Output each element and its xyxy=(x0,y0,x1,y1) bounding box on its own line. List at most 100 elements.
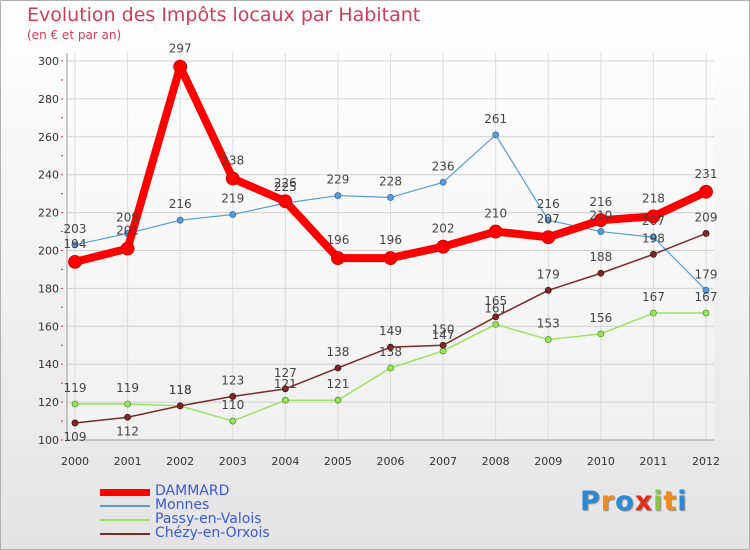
legend-swatch xyxy=(100,488,150,496)
data-label-passy-en-valois: 118 xyxy=(169,383,192,397)
data-point-ch-zy-en-orxois xyxy=(650,250,657,258)
data-point-passy-en-valois xyxy=(597,330,605,338)
data-point-monnes xyxy=(71,241,79,249)
data-point-dammard xyxy=(68,254,82,269)
legend-label: Passy-en-Valois xyxy=(155,511,262,527)
x-tick-label: 2007 xyxy=(429,455,457,468)
data-label-passy-en-valois: 119 xyxy=(64,381,87,395)
x-tick-label: 2001 xyxy=(114,455,142,468)
data-point-dammard xyxy=(383,251,398,265)
data-label-dammard: 231 xyxy=(695,167,718,181)
data-point-ch-zy-en-orxois xyxy=(597,269,605,277)
legend-swatch xyxy=(100,519,150,521)
data-label-dammard: 196 xyxy=(379,233,402,247)
data-point-passy-en-valois xyxy=(334,396,342,404)
data-point-monnes xyxy=(334,192,342,199)
x-tick-label: 2003 xyxy=(219,455,247,468)
data-point-monnes xyxy=(492,131,500,139)
data-point-passy-en-valois xyxy=(492,321,500,328)
legend-label: Chézy-en-Orxois xyxy=(155,525,270,541)
data-point-dammard xyxy=(120,241,135,256)
data-label-dammard: 216 xyxy=(589,195,612,209)
data-label-passy-en-valois: 138 xyxy=(379,345,402,359)
data-label-dammard: 238 xyxy=(221,153,244,167)
data-label-passy-en-valois: 167 xyxy=(695,290,718,304)
data-point-dammard xyxy=(541,230,556,245)
data-label-monnes: 210 xyxy=(589,209,612,223)
data-point-monnes xyxy=(229,211,237,218)
data-label-monnes: 216 xyxy=(537,197,560,211)
data-label-monnes: 228 xyxy=(379,174,402,188)
data-point-monnes xyxy=(597,228,605,235)
data-label-passy-en-valois: 156 xyxy=(589,311,612,325)
y-tick-label: 120 xyxy=(38,396,59,409)
data-label-dammard: 196 xyxy=(326,233,349,247)
data-point-dammard xyxy=(278,194,293,209)
x-tick-label: 2004 xyxy=(271,455,299,468)
data-point-passy-en-valois xyxy=(281,396,289,404)
data-point-passy-en-valois xyxy=(387,364,394,372)
data-point-ch-zy-en-orxois xyxy=(71,419,79,427)
data-label-monnes: 219 xyxy=(221,191,244,205)
data-point-passy-en-valois xyxy=(702,309,710,317)
data-point-ch-zy-en-orxois xyxy=(544,286,552,294)
data-label-passy-en-valois: 147 xyxy=(432,328,455,342)
y-tick-label: 140 xyxy=(38,358,59,371)
data-label-monnes: 209 xyxy=(116,210,139,224)
chart-subtitle: (en € et par an) xyxy=(27,28,122,42)
data-point-monnes xyxy=(650,233,657,241)
data-label-ch-zy-en-orxois: 165 xyxy=(484,294,507,308)
legend-label: DAMMARD xyxy=(155,483,230,499)
data-label-dammard: 202 xyxy=(432,222,455,236)
legend-swatch xyxy=(100,533,150,535)
data-point-ch-zy-en-orxois xyxy=(124,413,131,421)
data-point-monnes xyxy=(439,178,447,186)
data-label-ch-zy-en-orxois: 123 xyxy=(221,373,244,387)
y-tick-label: 220 xyxy=(38,207,59,220)
data-label-dammard: 194 xyxy=(64,237,87,251)
data-label-monnes: 261 xyxy=(484,112,507,126)
data-label-dammard: 207 xyxy=(537,212,560,226)
data-label-ch-zy-en-orxois: 188 xyxy=(589,250,612,264)
data-point-ch-zy-en-orxois xyxy=(439,341,447,349)
data-point-passy-en-valois xyxy=(544,336,552,343)
chart-title: Evolution des Impôts locaux par Habitant xyxy=(27,4,421,26)
data-point-ch-zy-en-orxois xyxy=(334,364,342,372)
data-point-passy-en-valois xyxy=(124,400,131,408)
data-label-monnes: 225 xyxy=(274,180,297,194)
x-tick-label: 2010 xyxy=(587,455,615,468)
x-tick-label: 2009 xyxy=(534,455,562,468)
data-point-dammard xyxy=(225,171,240,186)
data-label-ch-zy-en-orxois: 209 xyxy=(695,210,718,224)
data-point-passy-en-valois xyxy=(439,347,447,355)
data-point-dammard xyxy=(593,213,608,228)
data-label-monnes: 229 xyxy=(326,173,349,187)
data-point-ch-zy-en-orxois xyxy=(281,385,289,393)
data-label-ch-zy-en-orxois: 138 xyxy=(326,345,349,359)
data-point-dammard xyxy=(646,209,661,224)
x-tick-label: 2002 xyxy=(166,455,194,468)
data-label-dammard: 297 xyxy=(169,42,192,56)
y-tick-label: 260 xyxy=(38,131,59,144)
y-tick-label: 200 xyxy=(38,245,59,258)
y-tick-label: 240 xyxy=(38,169,59,182)
data-point-ch-zy-en-orxois xyxy=(492,313,500,321)
x-tick-label: 2000 xyxy=(61,455,89,468)
data-label-ch-zy-en-orxois: 198 xyxy=(642,231,665,245)
data-label-ch-zy-en-orxois: 118 xyxy=(169,383,192,397)
x-tick-label: 2005 xyxy=(324,455,352,468)
data-label-monnes: 236 xyxy=(432,159,455,173)
data-label-dammard: 201 xyxy=(116,224,139,238)
data-point-monnes xyxy=(176,216,184,224)
data-label-dammard: 226 xyxy=(274,176,297,190)
y-tick-label: 300 xyxy=(38,55,59,68)
data-label-ch-zy-en-orxois: 112 xyxy=(116,424,139,438)
data-label-passy-en-valois: 161 xyxy=(484,301,507,315)
data-label-ch-zy-en-orxois: 149 xyxy=(379,324,402,338)
legend-label: Monnes xyxy=(155,497,210,513)
data-label-ch-zy-en-orxois: 179 xyxy=(537,267,560,281)
data-label-passy-en-valois: 167 xyxy=(642,290,665,304)
data-point-monnes xyxy=(702,286,710,294)
